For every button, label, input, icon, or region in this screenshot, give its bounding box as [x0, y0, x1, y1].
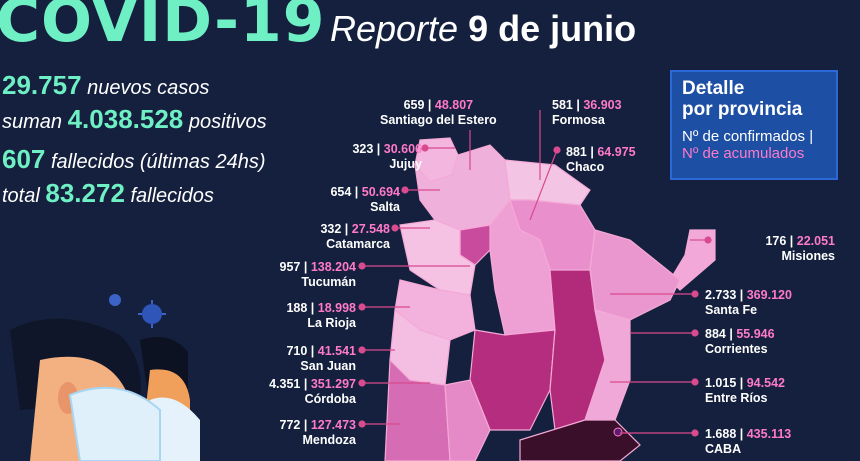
province-catamarca [399, 219, 476, 296]
positives-prefix: suman [2, 111, 63, 133]
label-tucuman: 957 | 138.204 Tucumán [279, 260, 357, 289]
label-la-rioja: 188 | 18.998 La Rioja [286, 301, 356, 330]
legend-accumulated: Nº de acumulados [682, 145, 805, 162]
page-title: COVID-19 [0, 0, 326, 56]
legend-heading-line2: por provincia [682, 99, 803, 120]
stat-deaths-24h: 607 fallecidos (últimas 24hs) [2, 144, 265, 175]
total-deaths-label: fallecidos [130, 185, 214, 207]
total-deaths-prefix: total [2, 185, 40, 207]
label-caba: 1.688 | 435.113 CABA [705, 427, 792, 456]
label-mendoza: 772 | 127.473 Mendoza [279, 418, 357, 447]
label-corrientes: 884 | 55.946 Corrientes [705, 327, 775, 356]
stat-positives: suman 4.038.528 positivos [2, 104, 267, 135]
label-santiago-del-estero: 659 | 48.807 Santiago del Estero [380, 98, 497, 127]
legend-box: Detalle por provincia Nº de confirmados … [670, 70, 838, 180]
report-prefix: Reporte [330, 8, 459, 49]
total-deaths-value: 83.272 [45, 178, 125, 208]
virus-icon [109, 294, 166, 328]
label-salta: 654 | 50.694 Salta [330, 185, 400, 214]
argentina-map [384, 137, 716, 461]
caba-marker [613, 427, 623, 437]
label-san-juan: 710 | 41.541 San Juan [286, 344, 356, 373]
masked-people-illustration [10, 294, 200, 461]
report-date: 9 de junio [468, 8, 637, 49]
deaths-24h-label: fallecidos (últimas 24hs) [50, 151, 266, 173]
province-san-luis [444, 379, 491, 461]
province-buenos-aires [519, 419, 641, 461]
new-cases-value: 29.757 [2, 70, 82, 100]
legend-heading-line1: Detalle [682, 78, 745, 99]
label-misiones: 176 | 22.051 Misiones [765, 234, 835, 263]
label-jujuy: 323 | 30.606 Jujuy [352, 142, 422, 171]
province-misiones [669, 229, 716, 291]
deaths-24h-value: 607 [2, 144, 46, 174]
person-front [10, 318, 161, 461]
legend-confirmed: Nº de confirmados | [682, 128, 814, 145]
label-santa-fe: 2.733 | 369.120 Santa Fe [705, 288, 792, 317]
positives-label: positivos [188, 111, 267, 133]
label-catamarca: 332 | 27.548 Catamarca [320, 222, 390, 251]
new-cases-label: nuevos casos [87, 77, 210, 99]
report-subtitle: Reporte 9 de junio [330, 8, 636, 50]
label-chaco: 881 | 64.975 Chaco [566, 145, 636, 174]
stat-total-deaths: total 83.272 fallecidos [2, 178, 214, 209]
label-entre-rios: 1.015 | 94.542 Entre Ríos [705, 376, 785, 405]
label-formosa: 581 | 36.903 Formosa [552, 98, 622, 127]
stat-new-cases: 29.757 nuevos casos [2, 70, 209, 101]
label-cordoba: 4.351 | 351.297 Córdoba [269, 377, 356, 406]
positives-value: 4.038.528 [67, 104, 184, 134]
